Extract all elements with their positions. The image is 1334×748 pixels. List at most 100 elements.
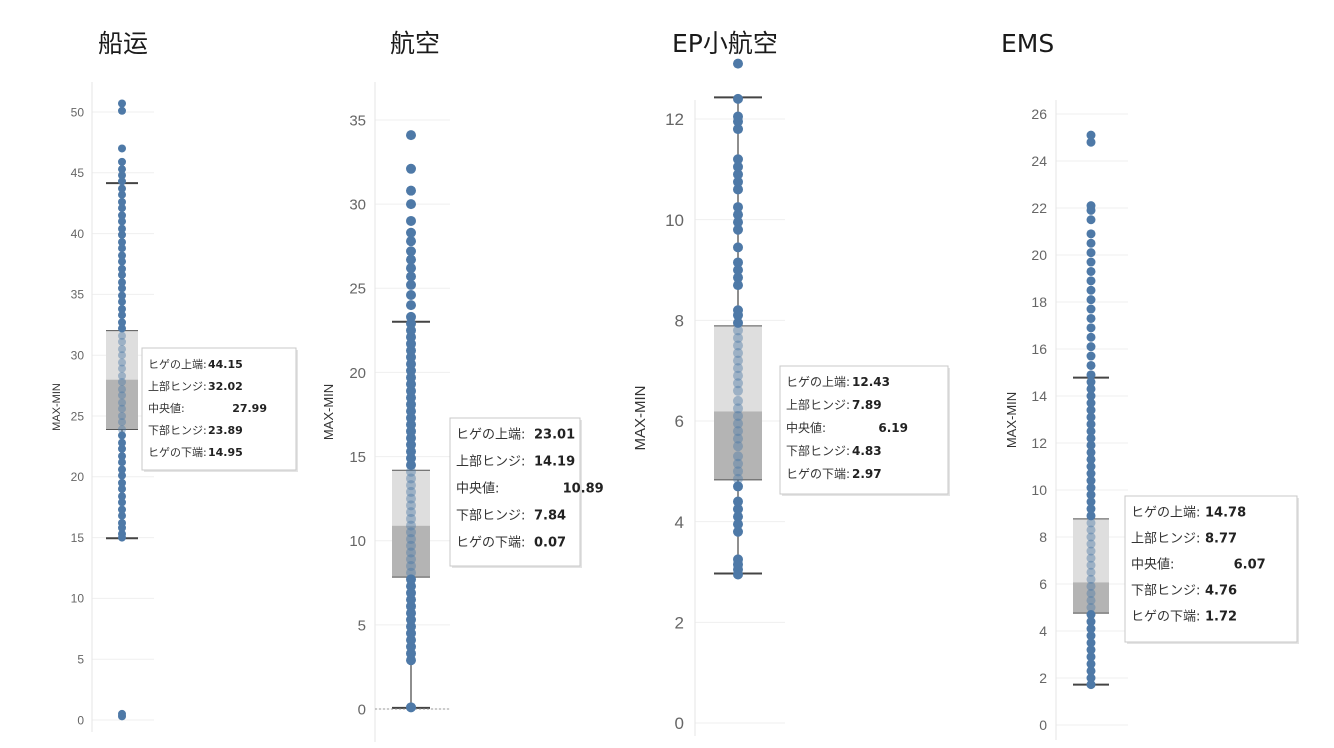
data-point bbox=[733, 395, 743, 406]
data-point bbox=[733, 111, 743, 122]
tooltip-value: 7.84 bbox=[534, 509, 566, 524]
y-tick-label: 20 bbox=[349, 365, 366, 382]
data-point bbox=[1086, 201, 1096, 211]
tooltip-box bbox=[141, 347, 297, 471]
data-point bbox=[118, 165, 126, 174]
data-point bbox=[118, 99, 126, 108]
tooltip-label: 上部ヒンジ: bbox=[1131, 532, 1200, 547]
data-point bbox=[1086, 532, 1096, 542]
data-point bbox=[118, 238, 126, 247]
data-point bbox=[1086, 476, 1096, 486]
tooltip-label: ヒゲの下端: bbox=[786, 467, 850, 481]
tooltip-value: 12.43 bbox=[852, 375, 890, 389]
y-tick-label: 40 bbox=[71, 227, 85, 241]
tooltip-label: 中央値: bbox=[456, 481, 499, 497]
y-tick-label: 2 bbox=[1039, 670, 1047, 686]
data-point bbox=[118, 364, 126, 373]
data-point bbox=[118, 106, 126, 115]
tooltip-label: ヒゲの下端: bbox=[1131, 610, 1200, 625]
data-point bbox=[1086, 447, 1096, 457]
tooltip-label: ヒゲの下端: bbox=[456, 536, 525, 551]
data-point bbox=[118, 284, 126, 293]
tooltip-label: ヒゲの上端: bbox=[148, 358, 207, 371]
tooltip-label: 上部ヒンジ: bbox=[786, 397, 850, 412]
data-point bbox=[406, 560, 416, 571]
y-tick-label: 8 bbox=[675, 311, 684, 330]
tooltip-value: 6.19 bbox=[878, 421, 908, 435]
y-tick-label: 20 bbox=[1031, 247, 1047, 263]
data-point bbox=[733, 58, 743, 69]
y-tick-label: 4 bbox=[675, 513, 684, 532]
data-point bbox=[733, 511, 743, 522]
data-point bbox=[118, 358, 126, 367]
data-point bbox=[118, 324, 126, 333]
y-axis-title: MAX-MIN bbox=[51, 383, 63, 431]
y-tick-label: 0 bbox=[675, 714, 684, 733]
data-point bbox=[118, 529, 126, 538]
data-point bbox=[118, 511, 126, 520]
data-point bbox=[118, 251, 126, 260]
data-point bbox=[1086, 525, 1096, 535]
tooltip-value: 14.95 bbox=[208, 446, 243, 459]
data-point bbox=[1086, 229, 1096, 239]
data-point bbox=[733, 176, 743, 187]
tooltip-value: 14.19 bbox=[534, 455, 575, 470]
data-point bbox=[1086, 377, 1096, 387]
data-point bbox=[1086, 617, 1096, 627]
data-point bbox=[733, 184, 743, 195]
data-point bbox=[733, 426, 743, 437]
data-point bbox=[733, 466, 743, 477]
tooltip-value: 1.72 bbox=[1205, 610, 1237, 625]
tooltip-label: 下部ヒンジ: bbox=[148, 423, 207, 437]
data-point bbox=[1086, 504, 1096, 514]
data-point bbox=[1086, 546, 1096, 556]
data-point bbox=[118, 217, 126, 226]
tooltip-value: 44.15 bbox=[208, 358, 243, 371]
data-point bbox=[118, 505, 126, 514]
data-point bbox=[118, 257, 126, 266]
data-point bbox=[733, 209, 743, 220]
data-point bbox=[733, 496, 743, 507]
data-point bbox=[1086, 497, 1096, 507]
chart-title: EP小航空 bbox=[672, 29, 778, 58]
data-point bbox=[733, 451, 743, 462]
box-upper-half bbox=[106, 330, 138, 380]
tooltip-label: ヒゲの下端: bbox=[148, 446, 207, 459]
box-lower-half bbox=[1073, 582, 1109, 614]
data-point bbox=[118, 391, 126, 400]
data-point bbox=[1086, 652, 1096, 662]
y-tick-label: 5 bbox=[77, 653, 84, 667]
y-tick-label: 35 bbox=[71, 288, 85, 302]
data-point bbox=[1086, 342, 1096, 352]
y-axis-title: MAX-MIN bbox=[1004, 392, 1019, 448]
data-point bbox=[733, 332, 743, 343]
data-point bbox=[406, 507, 416, 518]
data-point bbox=[1086, 215, 1096, 225]
data-point bbox=[406, 473, 416, 484]
y-tick-label: 16 bbox=[1031, 341, 1047, 357]
data-point bbox=[1086, 595, 1096, 605]
data-point bbox=[733, 161, 743, 172]
data-point bbox=[118, 177, 126, 186]
box-upper-half bbox=[1073, 518, 1109, 583]
data-point bbox=[118, 311, 126, 320]
data-point bbox=[1086, 673, 1096, 683]
data-point bbox=[1086, 384, 1096, 394]
tooltip-value: 27.99 bbox=[232, 402, 267, 415]
data-point bbox=[733, 169, 743, 180]
tooltip-label: ヒゲの上端: bbox=[456, 428, 525, 443]
data-point bbox=[1086, 631, 1096, 641]
tooltip-value: 7.89 bbox=[852, 398, 882, 412]
data-point bbox=[733, 348, 743, 359]
data-point bbox=[1086, 412, 1096, 422]
data-point bbox=[406, 534, 416, 545]
data-point bbox=[1086, 560, 1096, 570]
data-point bbox=[1086, 304, 1096, 314]
data-point bbox=[733, 385, 743, 396]
data-point bbox=[733, 340, 743, 351]
tooltip-label: 下部ヒンジ: bbox=[786, 443, 850, 458]
data-point bbox=[406, 547, 416, 558]
y-tick-label: 0 bbox=[1039, 717, 1047, 733]
data-point bbox=[118, 304, 126, 313]
